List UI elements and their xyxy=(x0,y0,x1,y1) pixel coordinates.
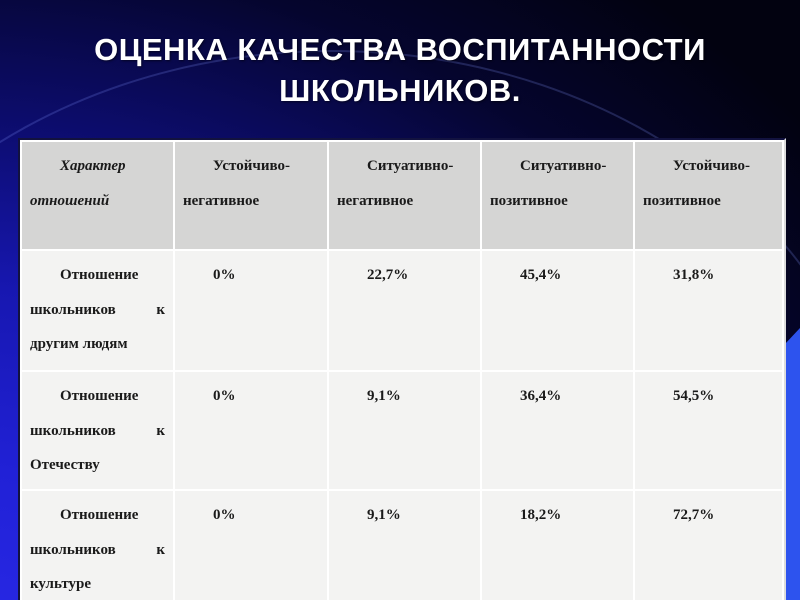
value-cell: 18,2% xyxy=(480,489,635,600)
header-cell-character: Характер отношений xyxy=(20,140,175,251)
value-cell: 0% xyxy=(173,249,329,372)
row-label: Отношение школьников к культуре xyxy=(20,489,175,600)
table-row: Отношение школьников к другим людям 0% 2… xyxy=(20,249,784,372)
value-cell: 31,8% xyxy=(633,249,784,372)
table-row: Отношение школьников к Отечеству 0% 9,1%… xyxy=(20,370,784,491)
value-cell: 9,1% xyxy=(327,489,482,600)
value-cell: 54,5% xyxy=(633,370,784,491)
row-label: Отношение школьников к другим людям xyxy=(20,249,175,372)
header-cell-stable-positive: Устойчиво-позитивное xyxy=(633,140,784,251)
table-body: Отношение школьников к другим людям 0% 2… xyxy=(20,249,784,600)
value-cell: 36,4% xyxy=(480,370,635,491)
table-header: Характер отношений Устойчиво-негативное … xyxy=(20,140,784,251)
header-cell-situational-negative: Ситуативно-негативное xyxy=(327,140,482,251)
value-cell: 45,4% xyxy=(480,249,635,372)
header-cell-stable-negative: Устойчиво-негативное xyxy=(173,140,329,251)
evaluation-table-wrapper: Характер отношений Устойчиво-негативное … xyxy=(18,138,786,600)
evaluation-table: Характер отношений Устойчиво-негативное … xyxy=(20,140,784,600)
value-cell: 22,7% xyxy=(327,249,482,372)
row-label: Отношение школьников к Отечеству xyxy=(20,370,175,491)
value-cell: 9,1% xyxy=(327,370,482,491)
slide-title: ОЦЕНКА КАЧЕСТВА ВОСПИТАННОСТИ ШКОЛЬНИКОВ… xyxy=(94,32,706,108)
header-cell-situational-positive: Ситуативно-позитивное xyxy=(480,140,635,251)
header-row: Характер отношений Устойчиво-негативное … xyxy=(20,140,784,251)
accent-band-right xyxy=(785,328,800,600)
value-cell: 0% xyxy=(173,370,329,491)
value-cell: 0% xyxy=(173,489,329,600)
table-row: Отношение школьников к культуре 0% 9,1% … xyxy=(20,489,784,600)
value-cell: 72,7% xyxy=(633,489,784,600)
